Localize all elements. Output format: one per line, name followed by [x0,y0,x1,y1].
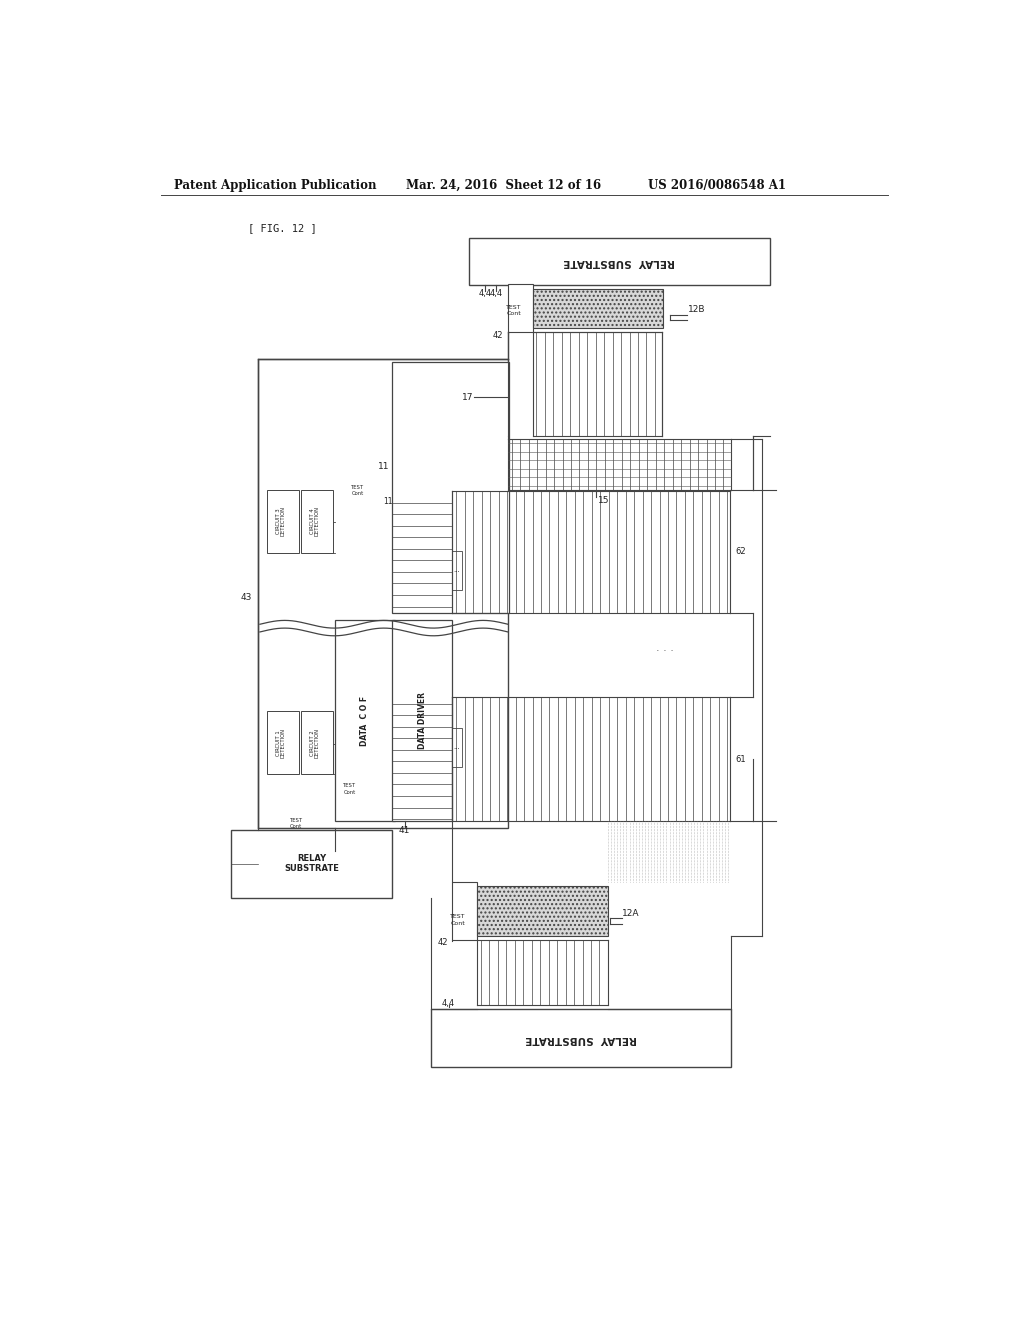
Text: TEST: TEST [506,305,522,310]
Text: TEST: TEST [343,784,356,788]
Bar [469,238,770,285]
Text: Cont: Cont [351,491,364,496]
Bar [301,711,333,775]
Text: 61: 61 [736,755,746,763]
Bar [230,830,392,898]
Text: DETECTION: DETECTION [281,506,286,536]
Text: TEST: TEST [290,818,303,824]
Text: 41: 41 [399,826,411,836]
Text: 4,4: 4,4 [489,289,503,297]
Text: TEST: TEST [451,913,466,919]
Text: DATA  C O F: DATA C O F [360,696,369,746]
Bar [477,886,608,936]
Text: 62: 62 [736,546,746,556]
Text: DATA DRIVER: DATA DRIVER [418,692,427,748]
Text: Cont: Cont [290,824,302,829]
Bar [258,359,508,829]
Bar [453,552,462,590]
Text: · · ·: · · · [656,647,674,656]
Text: 11: 11 [383,496,392,506]
Text: Cont: Cont [507,312,521,317]
Text: 17: 17 [462,392,473,401]
Text: CIRCUIT 4: CIRCUIT 4 [310,508,314,535]
Text: 11: 11 [378,462,389,471]
Text: 15: 15 [598,496,609,504]
Text: Cont: Cont [344,789,356,795]
Text: 4,4: 4,4 [442,999,455,1008]
Text: DETECTION: DETECTION [314,506,319,536]
Bar [453,882,477,940]
Text: 12B: 12B [688,305,706,314]
Text: CIRCUIT 1: CIRCUIT 1 [275,730,281,756]
Text: US 2016/0086548 A1: US 2016/0086548 A1 [648,178,786,191]
Text: TEST: TEST [351,484,365,490]
Text: DETECTION: DETECTION [314,727,319,758]
Text: RELAY  SUBSTRATE: RELAY SUBSTRATE [525,1034,637,1044]
Bar [453,729,462,767]
Text: ...: ... [454,568,461,573]
Text: [ FIG. 12 ]: [ FIG. 12 ] [248,223,316,232]
Bar [532,289,664,327]
Text: ...: ... [454,744,461,751]
Text: DETECTION: DETECTION [281,727,286,758]
Text: Cont: Cont [451,920,465,925]
Bar [431,1010,731,1067]
Text: 42: 42 [493,331,503,341]
Text: Patent Application Publication: Patent Application Publication [174,178,377,191]
Text: 42: 42 [437,937,447,946]
Bar [335,620,394,821]
Bar [267,711,299,775]
Text: CIRCUIT 3: CIRCUIT 3 [275,508,281,533]
Bar [392,363,509,612]
Bar [267,490,299,553]
Text: RELAY
SUBSTRATE: RELAY SUBSTRATE [284,854,339,874]
Text: 43: 43 [241,593,252,602]
Text: 12A: 12A [622,908,639,917]
Text: Mar. 24, 2016  Sheet 12 of 16: Mar. 24, 2016 Sheet 12 of 16 [407,178,601,191]
Text: CIRCUIT 2: CIRCUIT 2 [310,730,314,756]
Bar [301,490,333,553]
Bar [508,284,532,331]
Bar [392,620,453,821]
Text: 4,4: 4,4 [478,289,492,297]
Text: RELAY  SUBSTRATE: RELAY SUBSTRATE [563,256,676,267]
